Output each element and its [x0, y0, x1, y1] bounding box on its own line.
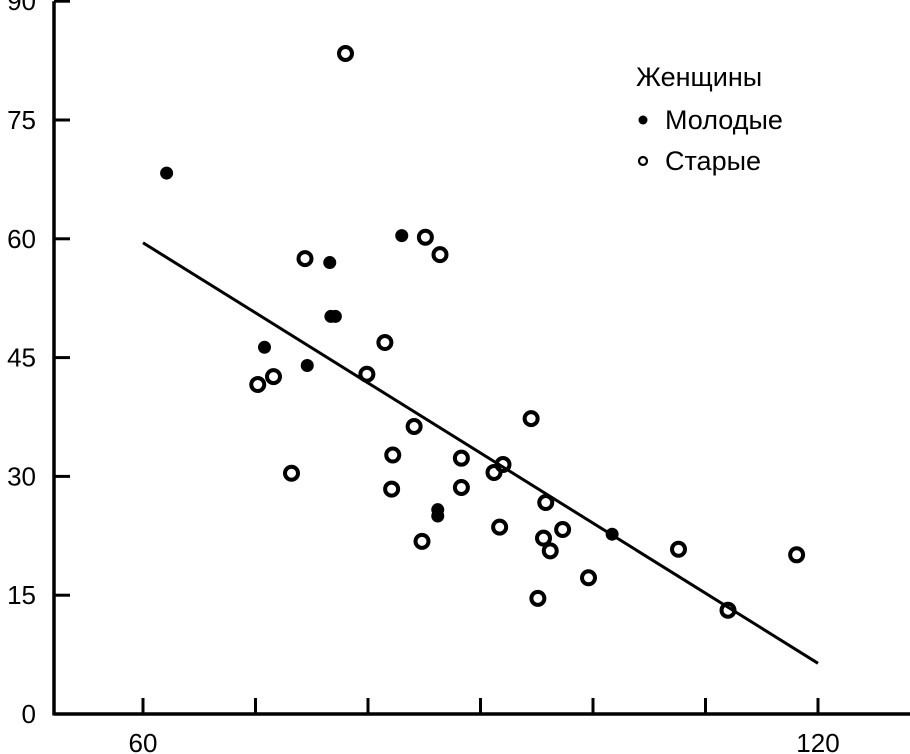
point-old	[522, 410, 540, 428]
point-old	[405, 418, 423, 436]
point-young	[395, 229, 409, 243]
point-old	[337, 44, 354, 62]
point-old	[283, 464, 300, 482]
legend: Женщины Молодые Старые	[636, 62, 783, 176]
point-young	[328, 309, 342, 323]
regression-line	[142, 241, 819, 665]
y-tick-label: 60	[7, 224, 36, 254]
point-old	[452, 449, 470, 467]
y-tick-label: 90	[7, 0, 36, 16]
point-young	[431, 509, 445, 523]
legend-marker-filled	[638, 115, 648, 125]
point-young	[300, 359, 314, 373]
point-old	[554, 520, 572, 538]
y-tick-label: 0	[22, 699, 36, 729]
point-old	[535, 529, 552, 547]
point-old	[788, 546, 806, 564]
legend-title: Женщины	[636, 62, 762, 92]
point-old	[413, 532, 431, 550]
point-old	[537, 494, 555, 512]
legend-entry-young: Молодые	[665, 105, 783, 135]
point-old	[376, 334, 394, 352]
point-old	[358, 365, 376, 383]
point-old	[249, 376, 267, 394]
point-young	[160, 166, 174, 180]
legend-marker-open	[637, 155, 649, 167]
y-tick-label: 45	[7, 343, 36, 373]
point-old	[719, 601, 737, 619]
x-tick-label: 120	[796, 728, 839, 754]
point-old	[541, 542, 559, 560]
point-old	[384, 446, 402, 464]
point-old	[670, 540, 687, 558]
y-tick-label: 75	[7, 105, 36, 135]
point-old	[416, 228, 434, 246]
point-old	[580, 569, 597, 587]
point-old	[296, 250, 314, 268]
point-old	[383, 480, 401, 498]
y-tick-label: 30	[7, 461, 36, 491]
point-old	[452, 478, 470, 496]
point-old	[529, 589, 547, 607]
point-old	[431, 246, 449, 264]
regression-line-group	[142, 241, 819, 665]
point-old	[491, 518, 509, 536]
legend-entry-old: Старые	[665, 146, 761, 176]
point-old	[494, 456, 512, 474]
x-tick-label: 60	[129, 728, 158, 754]
ticks: 0 15 30 45 60 75 90 60 120	[7, 0, 840, 754]
data-points	[160, 44, 806, 619]
point-young	[258, 340, 271, 354]
point-young	[605, 527, 619, 541]
y-tick-label: 15	[7, 580, 36, 610]
point-old	[265, 368, 282, 386]
point-young	[323, 256, 337, 270]
